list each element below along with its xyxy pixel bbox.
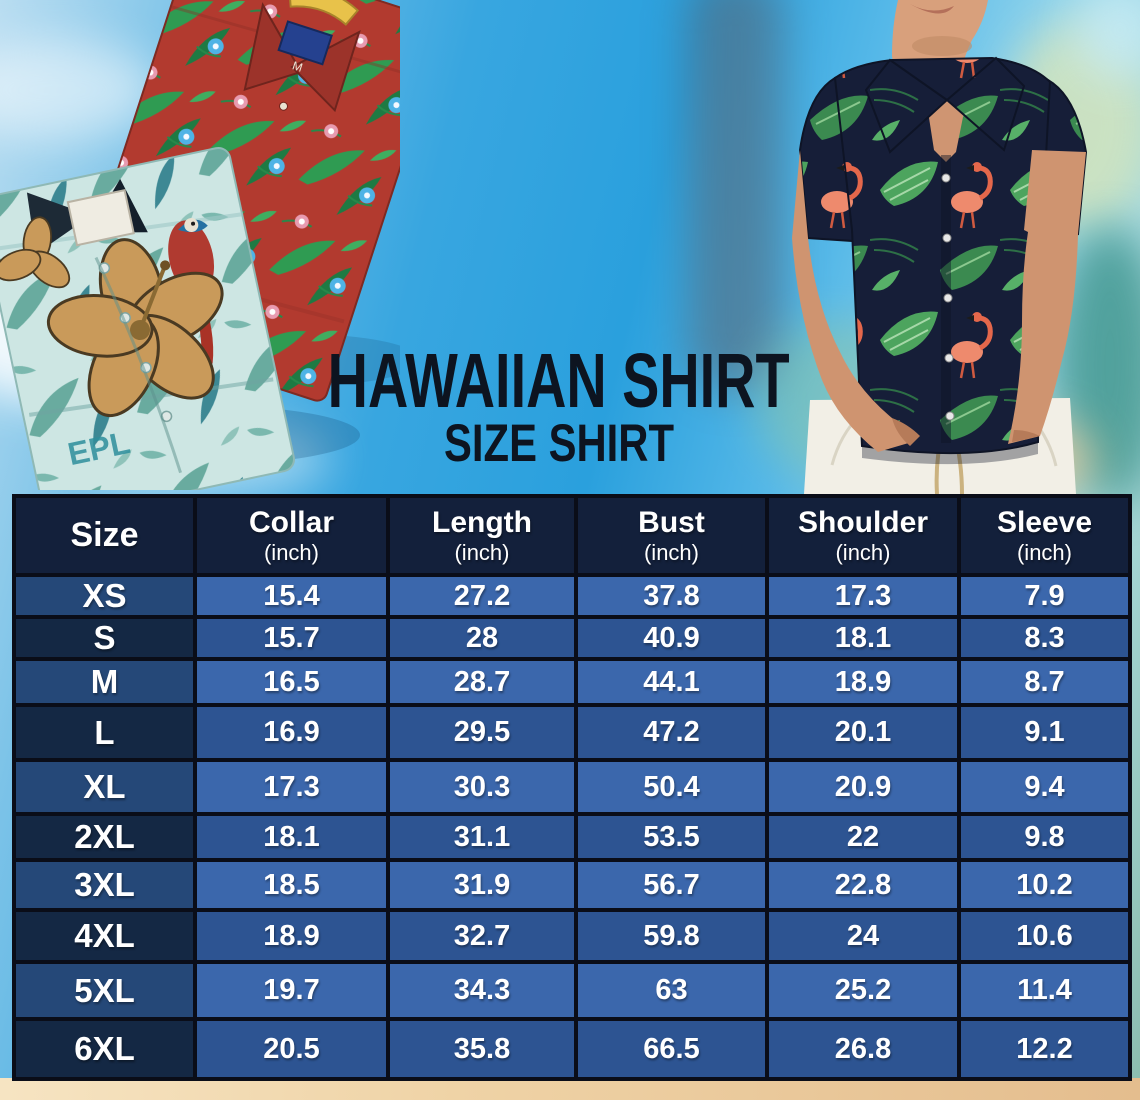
- table-cell: 40.9: [574, 615, 769, 661]
- table-cell: 56.7: [574, 858, 769, 912]
- size-label: S: [12, 615, 197, 661]
- table-cell: 31.1: [386, 812, 578, 862]
- table-cell: 47.2: [574, 703, 769, 762]
- table-row: 5XL 19.7 34.3 63 25.2 11.4: [12, 960, 1132, 1021]
- table-cell: 26.8: [765, 1017, 961, 1081]
- table-row: L 16.9 29.5 47.2 20.1 9.1: [12, 703, 1132, 762]
- table-row: 6XL 20.5 35.8 66.5 26.8 12.2: [12, 1017, 1132, 1081]
- table-cell: 17.3: [193, 758, 390, 816]
- page-subtitle: SIZE SHIRT: [444, 414, 674, 474]
- table-cell: 31.9: [386, 858, 578, 912]
- table-cell: 66.5: [574, 1017, 769, 1081]
- table-cell: 9.4: [957, 758, 1132, 816]
- table-cell: 15.4: [193, 573, 390, 619]
- size-chart-table: Size Collar (inch) Length (inch) Bust (inch…: [12, 494, 1132, 1081]
- size-label: 6XL: [12, 1017, 197, 1081]
- teal-hawaiian-shirt: EPL: [0, 146, 295, 490]
- table-cell: 18.9: [193, 908, 390, 964]
- table-cell: 8.7: [957, 657, 1132, 707]
- table-cell: 50.4: [574, 758, 769, 816]
- table-cell: 16.9: [193, 703, 390, 762]
- table-cell: 53.5: [574, 812, 769, 862]
- table-row: 2XL 18.1 31.1 53.5 22 9.8: [12, 812, 1132, 862]
- table-cell: 37.8: [574, 573, 769, 619]
- table-cell: 18.1: [765, 615, 961, 661]
- table-cell: 18.5: [193, 858, 390, 912]
- col-header-length: Length (inch): [386, 494, 578, 577]
- col-header-size: Size: [12, 494, 197, 577]
- table-header-row: Size Collar (inch) Length (inch) Bust (inch…: [12, 494, 1132, 577]
- table-cell: 18.9: [765, 657, 961, 707]
- table-cell: 20.5: [193, 1017, 390, 1081]
- table-cell: 59.8: [574, 908, 769, 964]
- table-cell: 34.3: [386, 960, 578, 1021]
- table-cell: 22.8: [765, 858, 961, 912]
- table-row: 3XL 18.5 31.9 56.7 22.8 10.2: [12, 858, 1132, 912]
- folded-hawaiian-shirts-photo: M: [0, 0, 400, 490]
- table-row: XS 15.4 27.2 37.8 17.3 7.9: [12, 573, 1132, 619]
- col-header-sleeve: Sleeve (inch): [957, 494, 1132, 577]
- table-cell: 7.9: [957, 573, 1132, 619]
- table-cell: 11.4: [957, 960, 1132, 1021]
- table-cell: 19.7: [193, 960, 390, 1021]
- page-title: HAWAIIAN SHIRT: [328, 339, 790, 425]
- table-cell: 28.7: [386, 657, 578, 707]
- size-label: 3XL: [12, 858, 197, 912]
- size-label: 5XL: [12, 960, 197, 1021]
- table-cell: 15.7: [193, 615, 390, 661]
- table-cell: 10.2: [957, 858, 1132, 912]
- table-cell: 35.8: [386, 1017, 578, 1081]
- table-cell: 9.8: [957, 812, 1132, 862]
- table-cell: 25.2: [765, 960, 961, 1021]
- table-cell: 22: [765, 812, 961, 862]
- table-row: M 16.5 28.7 44.1 18.9 8.7: [12, 657, 1132, 707]
- col-header-shoulder: Shoulder (inch): [765, 494, 961, 577]
- table-cell: 30.3: [386, 758, 578, 816]
- table-cell: 8.3: [957, 615, 1132, 661]
- table-cell: 44.1: [574, 657, 769, 707]
- size-label: 2XL: [12, 812, 197, 862]
- title-block: HAWAIIAN SHIRT SIZE SHIRT: [0, 339, 1118, 470]
- size-label: M: [12, 657, 197, 707]
- table-cell: 29.5: [386, 703, 578, 762]
- size-label: 4XL: [12, 908, 197, 964]
- size-label: XL: [12, 758, 197, 816]
- col-header-collar: Collar (inch): [193, 494, 390, 577]
- table-cell: 17.3: [765, 573, 961, 619]
- table-cell: 24: [765, 908, 961, 964]
- size-label: L: [12, 703, 197, 762]
- blurred-palm-trunk: [688, 0, 783, 390]
- table-row: XL 17.3 30.3 50.4 20.9 9.4: [12, 758, 1132, 816]
- table-cell: 20.1: [765, 703, 961, 762]
- table-cell: 27.2: [386, 573, 578, 619]
- model-arms: [792, 150, 1086, 452]
- size-label: XS: [12, 573, 197, 619]
- table-cell: 16.5: [193, 657, 390, 707]
- table-cell: 9.1: [957, 703, 1132, 762]
- sand-strip: [0, 1078, 1140, 1100]
- table-cell: 10.6: [957, 908, 1132, 964]
- col-header-bust: Bust (inch): [574, 494, 769, 577]
- table-cell: 18.1: [193, 812, 390, 862]
- table-cell: 28: [386, 615, 578, 661]
- table-cell: 63: [574, 960, 769, 1021]
- table-cell: 12.2: [957, 1017, 1132, 1081]
- table-cell: 32.7: [386, 908, 578, 964]
- red-shirt-size-tag: M: [291, 58, 305, 74]
- table-row: 4XL 18.9 32.7 59.8 24 10.6: [12, 908, 1132, 964]
- table-cell: 20.9: [765, 758, 961, 816]
- table-row: S 15.7 28 40.9 18.1 8.3: [12, 615, 1132, 661]
- model-wearing-shirt-photo: [740, 0, 1140, 494]
